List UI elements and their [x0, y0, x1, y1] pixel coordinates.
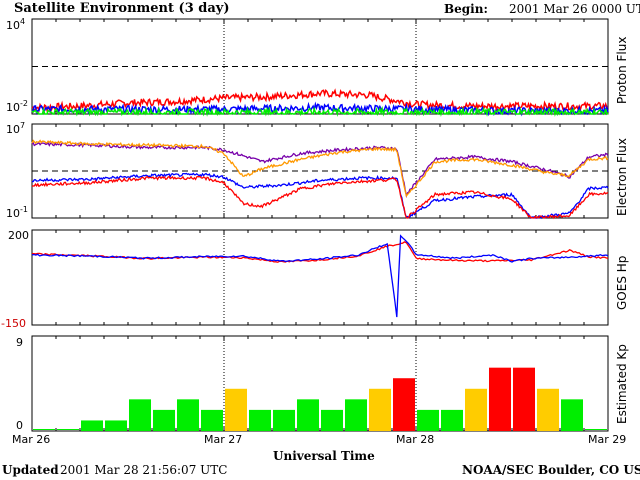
panel-frame-1	[31, 123, 609, 219]
begin-value: 2001 Mar 26 0000 UTC	[509, 2, 640, 16]
series-line-1-2	[31, 172, 609, 220]
kp-bar	[585, 429, 607, 430]
kp-bar	[513, 367, 535, 431]
kp-bar	[393, 378, 415, 431]
estimated-kp-ylabel: Estimated Kp	[615, 344, 629, 424]
series-line-0-1	[31, 101, 609, 117]
x-tick-mar26: Mar 26	[12, 433, 51, 446]
kp-bar	[225, 388, 247, 431]
series-line-1-1	[31, 139, 609, 198]
series-line-2-1	[31, 234, 609, 318]
updated-value: 2001 Mar 28 21:56:07 UTC	[60, 463, 228, 477]
electron-ytick-top: 107	[6, 121, 26, 136]
x-tick-mar27: Mar 27	[204, 433, 243, 446]
series-line-1-0	[31, 141, 609, 199]
goes-hp-ylabel: GOES Hp	[615, 255, 629, 310]
kp-bar	[345, 399, 367, 431]
kp-bar	[153, 409, 175, 431]
panel-frame-2	[31, 229, 609, 326]
credit: NOAA/SEC Boulder, CO USA	[462, 463, 640, 477]
electron-flux-ylabel: Electron Flux	[615, 138, 629, 216]
kp-bar	[537, 388, 559, 431]
x-tick-mar29: Mar 29	[588, 433, 627, 446]
hp-ytick-top: 200	[8, 229, 29, 242]
proton-ytick-bottom: 10-2	[6, 99, 28, 114]
kp-bar	[321, 409, 343, 431]
kp-bar	[273, 409, 295, 431]
electron-ytick-bottom: 10-1	[6, 205, 28, 220]
series-line-0-2	[31, 105, 609, 117]
kp-bar	[441, 409, 463, 431]
kp-bar	[249, 409, 271, 431]
proton-flux-ylabel: Proton Flux	[615, 36, 629, 104]
kp-bar	[369, 388, 391, 431]
series-line-1-3	[31, 175, 609, 220]
kp-bar	[129, 399, 151, 431]
updated-label: Updated	[2, 463, 59, 477]
begin-label: Begin:	[444, 2, 488, 16]
kp-bar	[57, 429, 79, 430]
kp-bar	[297, 399, 319, 431]
kp-bar	[417, 409, 439, 431]
kp-ytick-bottom: 0	[16, 419, 23, 432]
series-line-0-0	[31, 88, 609, 114]
kp-bar	[177, 399, 199, 431]
kp-bar	[465, 388, 487, 431]
kp-bar	[201, 409, 223, 431]
kp-bar	[33, 429, 55, 430]
kp-ytick-top: 9	[16, 336, 23, 349]
kp-bar	[561, 399, 583, 431]
chart-title: Satellite Environment (3 day)	[14, 1, 230, 16]
kp-bar	[489, 367, 511, 431]
hp-ytick-bottom: -150	[1, 317, 26, 330]
x-tick-mar28: Mar 28	[396, 433, 435, 446]
kp-bar	[81, 420, 103, 431]
series-line-2-0	[31, 241, 609, 263]
proton-ytick-top: 104	[6, 17, 26, 32]
kp-bar	[105, 420, 127, 431]
x-axis-title: Universal Time	[273, 449, 375, 463]
